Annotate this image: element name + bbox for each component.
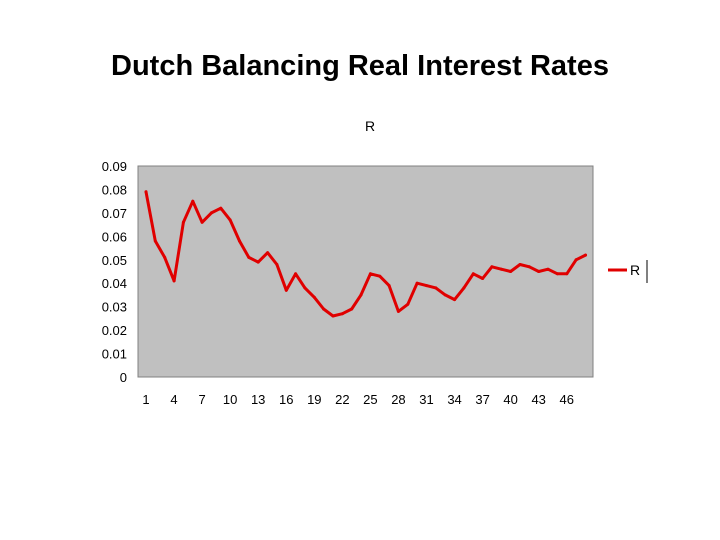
data-point xyxy=(303,286,307,290)
x-tick-label: 19 xyxy=(307,392,321,407)
y-tick-label: 0.02 xyxy=(102,323,127,338)
data-point xyxy=(555,272,559,276)
data-point xyxy=(406,302,410,306)
y-tick-label: 0.05 xyxy=(102,253,127,268)
data-point xyxy=(425,284,428,288)
data-point xyxy=(209,211,213,215)
x-axis-ticks: 1 4 7 10 13 16 19 22 25 28 31 34 37 40 43 46 xyxy=(142,392,574,407)
y-tick-label: 0.01 xyxy=(102,347,127,362)
plot-area xyxy=(137,165,594,378)
x-tick-label: 7 xyxy=(198,392,205,407)
x-tick-label: 34 xyxy=(447,392,461,407)
x-tick-label: 25 xyxy=(363,392,377,407)
y-tick-label: 0.06 xyxy=(102,229,127,244)
data-point xyxy=(181,220,185,224)
data-point xyxy=(518,263,522,266)
x-tick-label: 22 xyxy=(335,392,349,407)
data-point xyxy=(312,295,316,299)
data-point xyxy=(396,309,400,313)
data-point xyxy=(368,272,372,276)
data-point xyxy=(219,206,223,210)
data-point xyxy=(144,190,148,194)
data-point xyxy=(481,277,485,280)
x-tick-label: 40 xyxy=(503,392,517,407)
data-point xyxy=(294,272,298,276)
data-point xyxy=(172,279,176,283)
y-tick-label: 0.03 xyxy=(102,300,127,315)
data-point xyxy=(163,255,167,259)
data-point xyxy=(256,260,260,264)
x-tick-label: 28 xyxy=(391,392,405,407)
data-point xyxy=(200,220,204,224)
data-point xyxy=(443,293,447,297)
data-point xyxy=(238,239,241,243)
y-tick-label: 0.08 xyxy=(102,182,127,197)
data-point xyxy=(228,218,232,222)
data-point xyxy=(331,314,335,318)
y-tick-label: 0.04 xyxy=(102,276,127,291)
data-point xyxy=(499,267,503,271)
data-point xyxy=(322,307,326,311)
y-tick-label: 0.09 xyxy=(102,159,127,174)
data-point xyxy=(453,298,457,302)
data-point xyxy=(350,307,354,311)
y-tick-label: 0 xyxy=(120,370,127,385)
data-point xyxy=(275,263,279,266)
data-point xyxy=(546,267,550,271)
data-point xyxy=(584,253,587,257)
legend: R xyxy=(608,260,648,283)
x-tick-label: 43 xyxy=(531,392,545,407)
x-tick-label: 1 xyxy=(142,392,149,407)
x-tick-label: 46 xyxy=(560,392,574,407)
data-point xyxy=(191,199,195,203)
legend-label-r: R xyxy=(630,262,640,278)
data-point xyxy=(574,258,578,262)
data-point xyxy=(284,288,288,292)
data-point xyxy=(434,286,438,290)
data-point xyxy=(153,239,157,243)
data-point xyxy=(471,272,475,276)
data-point xyxy=(415,281,419,285)
chart-title: R xyxy=(365,118,375,134)
data-point xyxy=(340,312,344,316)
x-tick-label: 13 xyxy=(251,392,265,407)
series-line-r xyxy=(144,190,587,318)
data-point xyxy=(359,293,363,297)
data-point xyxy=(527,265,531,269)
data-point xyxy=(378,274,382,278)
data-point xyxy=(509,270,513,273)
data-point xyxy=(247,255,251,259)
series-points xyxy=(144,190,587,318)
y-tick-label: 0.07 xyxy=(102,206,127,221)
x-tick-label: 37 xyxy=(475,392,489,407)
data-point xyxy=(537,270,541,273)
y-axis-ticks: 0 0.01 0.02 0.03 0.04 0.05 0.06 0.07 0.08 0.09 xyxy=(102,159,127,385)
x-tick-label: 16 xyxy=(279,392,293,407)
x-tick-label: 4 xyxy=(170,392,177,407)
slide-title: Dutch Balancing Real Interest Rates xyxy=(111,50,609,82)
data-point xyxy=(565,272,569,276)
x-tick-label: 31 xyxy=(419,392,433,407)
data-point xyxy=(387,284,391,288)
data-point xyxy=(490,265,494,269)
data-point xyxy=(462,286,466,290)
data-point xyxy=(266,251,270,255)
x-tick-label: 10 xyxy=(223,392,237,407)
